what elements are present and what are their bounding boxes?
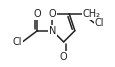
Text: O: O [59, 52, 67, 62]
Text: Cl: Cl [13, 37, 22, 47]
Text: Cl: Cl [94, 18, 103, 28]
Text: O: O [48, 9, 56, 19]
Text: O: O [33, 9, 41, 19]
Text: CH₂: CH₂ [82, 9, 99, 19]
Text: N: N [48, 26, 56, 36]
